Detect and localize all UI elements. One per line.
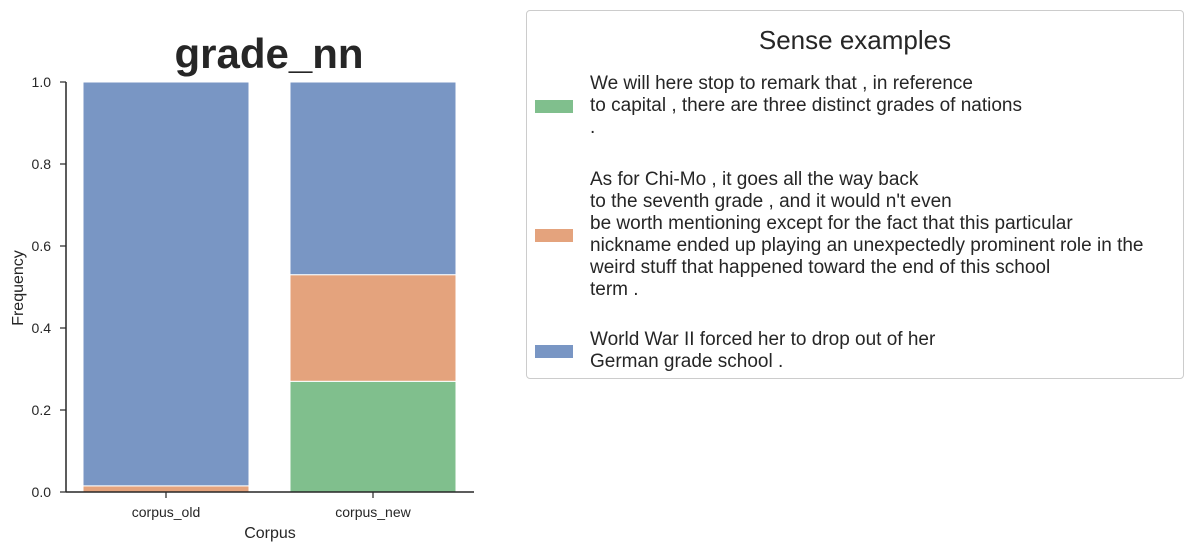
legend-label: As for Chi-Mo , it goes all the way back… bbox=[590, 169, 1144, 300]
x-tick-label: corpus_old bbox=[132, 504, 201, 520]
y-tick-label: 0.4 bbox=[32, 320, 52, 336]
legend-label: World War II forced her to drop out of h… bbox=[590, 329, 936, 372]
chart-title: grade_nn bbox=[174, 30, 363, 77]
y-tick-label: 0.2 bbox=[32, 402, 52, 418]
x-tick-label: corpus_new bbox=[335, 504, 411, 520]
legend-swatch bbox=[535, 228, 573, 242]
legend-title: Sense examples bbox=[758, 25, 952, 55]
legend-swatch bbox=[535, 344, 573, 358]
legend-swatch bbox=[535, 99, 573, 113]
legend: Sense examples We will here stop to rema… bbox=[526, 10, 1184, 379]
bars-group bbox=[82, 81, 457, 493]
legend-label: We will here stop to remark that , in re… bbox=[590, 73, 1022, 138]
y-ticks: 0.0 0.2 0.4 0.6 0.8 1.0 bbox=[32, 74, 66, 500]
x-ticks: corpus_old corpus_new bbox=[132, 492, 412, 520]
bar-segment-corpus_old-series-1 bbox=[82, 485, 250, 493]
bar-segment-corpus_new-series-1 bbox=[289, 274, 457, 382]
y-tick-label: 0.6 bbox=[32, 238, 52, 254]
legend-entry: World War II forced her to drop out of h… bbox=[535, 329, 935, 373]
legend-entry: As for Chi-Mo , it goes all the way back… bbox=[535, 169, 1143, 301]
chart-area: grade_nn 0.00.20.40.60.81.0 corpus_old co… bbox=[10, 30, 474, 542]
x-axis-label: Corpus bbox=[244, 525, 296, 542]
bar-segment-corpus_new-series-2 bbox=[289, 81, 457, 276]
y-tick-label: 0.0 bbox=[32, 484, 52, 500]
bar-segment-corpus_old-series-2 bbox=[82, 81, 250, 487]
bar-segment-corpus_new-series-0 bbox=[289, 380, 457, 493]
legend-entry: We will here stop to remark that , in re… bbox=[535, 73, 1022, 139]
y-axis-label: Frequency bbox=[10, 250, 27, 326]
y-tick-label: 0.8 bbox=[32, 156, 52, 172]
y-tick-label: 1.0 bbox=[32, 74, 52, 90]
